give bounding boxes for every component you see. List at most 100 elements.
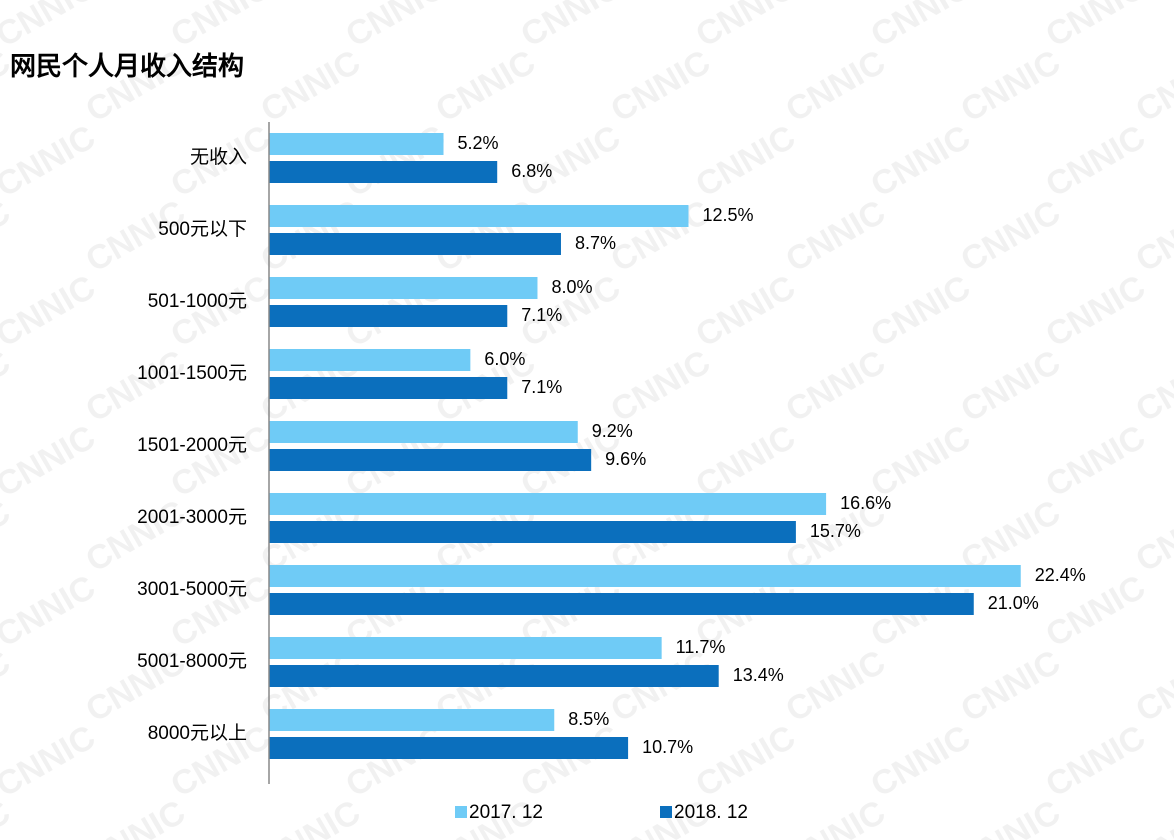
watermark: CNNIC [0, 718, 102, 805]
value-label: 22.4% [1035, 565, 1086, 585]
watermark: CNNIC [0, 493, 17, 580]
watermark: CNNIC [864, 268, 976, 355]
legend-swatch [455, 806, 467, 818]
watermark: CNNIC [864, 418, 976, 505]
watermark: CNNIC [0, 643, 17, 730]
value-label: 7.1% [521, 377, 562, 397]
legend-label: 2018. 12 [674, 802, 748, 823]
bar [269, 277, 538, 299]
bar [269, 205, 689, 227]
bar [269, 593, 974, 615]
watermark: CNNIC [1039, 118, 1151, 205]
watermark: CNNIC [689, 268, 801, 355]
watermark: CNNIC [954, 343, 1066, 430]
legend-label: 2017. 12 [469, 802, 543, 823]
watermark: CNNIC [954, 643, 1066, 730]
watermark: CNNIC [0, 268, 102, 355]
watermark: CNNIC [164, 0, 276, 55]
watermark: CNNIC [1129, 43, 1174, 130]
value-label: 12.5% [703, 205, 754, 225]
y-tick-label: 2001-3000元 [137, 507, 247, 528]
value-label: 15.7% [810, 521, 861, 541]
y-tick-label: 5001-8000元 [137, 651, 247, 672]
watermark: CNNIC [0, 418, 102, 505]
value-label: 8.0% [551, 277, 592, 297]
y-tick-label: 1001-1500元 [137, 363, 247, 384]
watermark: CNNIC [954, 43, 1066, 130]
watermark: CNNIC [1039, 268, 1151, 355]
watermark: CNNIC [0, 118, 102, 205]
watermark: CNNIC [0, 343, 17, 430]
y-tick-label: 8000元以上 [148, 722, 247, 744]
value-label: 11.7% [676, 637, 726, 657]
bar [269, 493, 827, 515]
watermark: CNNIC [954, 193, 1066, 280]
bar [269, 349, 471, 371]
watermark: CNNIC [1129, 643, 1174, 730]
y-tick-label: 501-1000元 [148, 291, 247, 312]
watermark: CNNIC [604, 43, 716, 130]
chart-title: 网民个人月收入结构 [10, 52, 244, 82]
watermark: CNNIC [1039, 718, 1151, 805]
value-label: 5.2% [458, 133, 499, 153]
bar [269, 133, 444, 155]
watermark: CNNIC [79, 343, 191, 430]
y-tick-label: 1501-2000元 [137, 435, 247, 456]
watermark: CNNIC [1129, 793, 1174, 840]
watermark: CNNIC [0, 193, 17, 280]
watermark: CNNIC [1129, 493, 1174, 580]
value-label: 6.0% [484, 349, 525, 369]
bar [269, 709, 555, 731]
bar [269, 233, 561, 255]
watermark: CNNIC [0, 0, 102, 55]
watermark: CNNIC [689, 118, 801, 205]
watermark: CNNIC [779, 643, 891, 730]
watermark: CNNIC [864, 0, 976, 55]
value-label: 6.8% [511, 161, 552, 181]
watermark: CNNIC [864, 718, 976, 805]
bar [269, 737, 629, 759]
legend-swatch [660, 806, 672, 818]
watermark: CNNIC [164, 418, 276, 505]
bar [269, 665, 719, 687]
bar [269, 161, 498, 183]
watermark: CNNIC [689, 0, 801, 55]
y-tick-label: 3001-5000元 [137, 579, 247, 600]
watermark: CNNIC [0, 568, 102, 655]
watermark: CNNIC [1129, 193, 1174, 280]
value-label: 7.1% [521, 305, 562, 325]
watermark: CNNIC [254, 43, 366, 130]
watermark: CNNIC [954, 793, 1066, 840]
watermark: CNNIC [79, 493, 191, 580]
watermark: CNNIC [779, 43, 891, 130]
y-tick-label: 500元以下 [158, 219, 247, 240]
value-label: 8.7% [575, 233, 616, 253]
watermark: CNNIC [779, 193, 891, 280]
watermark: CNNIC [1039, 0, 1151, 55]
y-tick-label: 无收入 [190, 146, 247, 168]
watermark: CNNIC [514, 0, 626, 55]
value-label: 16.6% [840, 493, 891, 513]
watermark: CNNIC [779, 793, 891, 840]
bar [269, 565, 1021, 587]
watermark: CNNIC [1129, 343, 1174, 430]
value-label: 9.2% [592, 421, 633, 441]
watermark: CNNIC [339, 0, 451, 55]
watermark: CNNIC [1039, 418, 1151, 505]
value-label: 13.4% [733, 665, 784, 685]
watermark: CNNIC [689, 718, 801, 805]
bar [269, 637, 662, 659]
watermark: CNNIC [79, 793, 191, 840]
watermark: CNNIC [779, 343, 891, 430]
watermark: CNNIC [864, 118, 976, 205]
bar [269, 377, 508, 399]
value-label: 8.5% [568, 709, 609, 729]
value-label: 9.6% [605, 449, 646, 469]
watermark: CNNIC [254, 793, 366, 840]
bar [269, 449, 592, 471]
watermark: CNNIC [429, 43, 541, 130]
watermark: CNNIC [689, 418, 801, 505]
watermark: CNNIC [604, 343, 716, 430]
bar [269, 421, 578, 443]
